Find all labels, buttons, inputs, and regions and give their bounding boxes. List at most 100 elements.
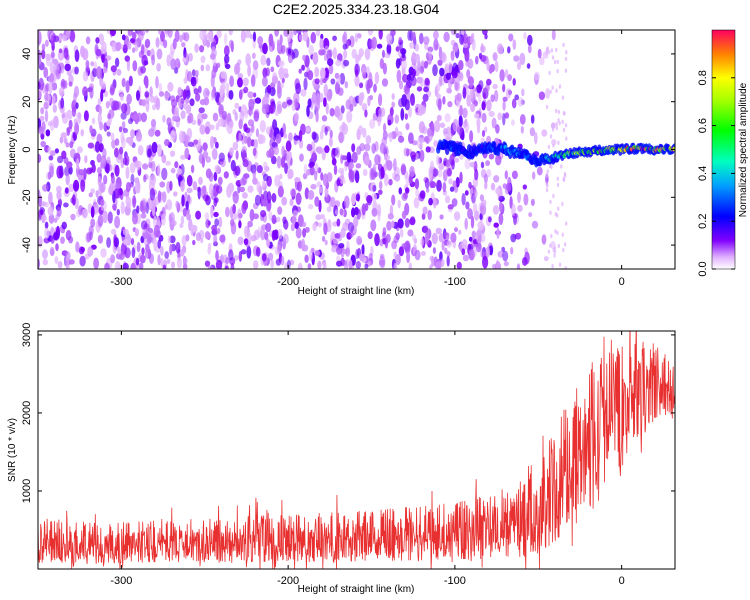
noise-blob: [167, 81, 174, 92]
noise-blob: [550, 233, 553, 239]
noise-blob: [140, 212, 147, 219]
noise-blob: [151, 203, 156, 217]
noise-blob: [90, 61, 95, 67]
noise-blob: [218, 216, 223, 228]
noise-blob: [294, 221, 299, 229]
noise-blob: [400, 58, 407, 71]
noise-blob: [203, 97, 210, 106]
noise-blob: [287, 259, 291, 269]
noise-blob: [151, 123, 156, 132]
noise-blob: [470, 215, 475, 229]
noise-blob: [52, 104, 57, 113]
noise-blob: [503, 261, 509, 267]
noise-blob: [114, 147, 119, 158]
noise-blob: [488, 216, 492, 223]
noise-blob: [453, 211, 461, 221]
noise-blob: [261, 253, 267, 262]
noise-blob: [122, 262, 129, 269]
noise-blob: [345, 247, 351, 257]
noise-blob: [394, 173, 401, 182]
noise-blob: [157, 190, 162, 203]
noise-blob: [414, 249, 421, 261]
noise-blob: [561, 201, 564, 207]
noise-blob: [97, 176, 102, 187]
noise-blob: [145, 201, 149, 214]
noise-blob: [136, 90, 140, 101]
noise-blob: [136, 112, 142, 122]
noise-blob: [436, 155, 440, 166]
noise-blob: [302, 31, 308, 42]
noise-blob: [128, 75, 133, 87]
noise-blob: [69, 30, 76, 43]
noise-blob: [228, 90, 234, 100]
noise-blob: [437, 59, 443, 66]
noise-blob: [274, 174, 281, 187]
noise-blob: [277, 229, 283, 240]
noise-blob: [335, 146, 340, 158]
noise-blob: [264, 231, 269, 241]
noise-blob: [56, 165, 63, 179]
noise-blob: [492, 52, 498, 62]
noise-blob: [50, 34, 55, 47]
noise-blob: [362, 127, 367, 138]
noise-blob: [210, 136, 214, 149]
noise-blob: [490, 94, 495, 103]
noise-blob: [505, 88, 512, 99]
noise-blob: [462, 33, 469, 45]
noise-blob: [113, 234, 117, 247]
noise-blob: [423, 86, 429, 93]
noise-blob: [143, 60, 149, 66]
noise-blob: [179, 248, 185, 257]
noise-blob: [354, 170, 360, 184]
noise-blob: [407, 229, 414, 237]
noise-blob: [192, 181, 198, 191]
noise-blob: [220, 71, 227, 79]
noise-blob: [564, 123, 568, 128]
noise-blob: [330, 78, 336, 85]
noise-blob: [367, 78, 373, 89]
noise-blob: [324, 239, 328, 246]
noise-blob: [490, 182, 496, 191]
noise-blob: [409, 30, 414, 42]
noise-blob: [234, 102, 240, 109]
noise-blob: [150, 95, 155, 103]
noise-blob: [213, 211, 219, 218]
noise-blob: [322, 78, 327, 84]
noise-blob: [428, 172, 433, 181]
noise-blob: [276, 216, 281, 223]
noise-blob: [386, 34, 392, 41]
noise-blob: [117, 249, 122, 255]
noise-blob: [550, 48, 554, 53]
noise-blob: [367, 30, 374, 36]
noise-blob: [205, 168, 212, 179]
noise-blob: [244, 107, 249, 119]
noise-blob: [122, 157, 128, 166]
noise-blob: [146, 49, 151, 57]
noise-blob: [364, 48, 371, 61]
noise-blob: [203, 194, 209, 202]
noise-blob: [398, 80, 404, 90]
noise-blob: [302, 172, 308, 180]
noise-blob: [65, 30, 71, 39]
noise-blob: [454, 227, 458, 233]
noise-blob: [132, 212, 138, 225]
noise-blob: [326, 91, 332, 102]
noise-blob: [390, 30, 396, 37]
noise-blob: [288, 132, 293, 142]
noise-blob: [323, 97, 327, 107]
noise-blob: [54, 256, 59, 265]
noise-blob: [446, 255, 450, 267]
noise-blob: [218, 152, 225, 162]
noise-blob: [387, 119, 392, 126]
noise-blob: [400, 108, 405, 121]
noise-blob: [43, 67, 49, 79]
noise-blob: [398, 246, 405, 257]
noise-blob: [551, 55, 555, 60]
noise-blob: [38, 77, 44, 91]
noise-blob: [445, 195, 451, 204]
noise-blob: [563, 171, 567, 177]
noise-blob: [393, 235, 399, 244]
y-tick-label: -40: [21, 237, 33, 253]
noise-blob: [284, 262, 288, 269]
